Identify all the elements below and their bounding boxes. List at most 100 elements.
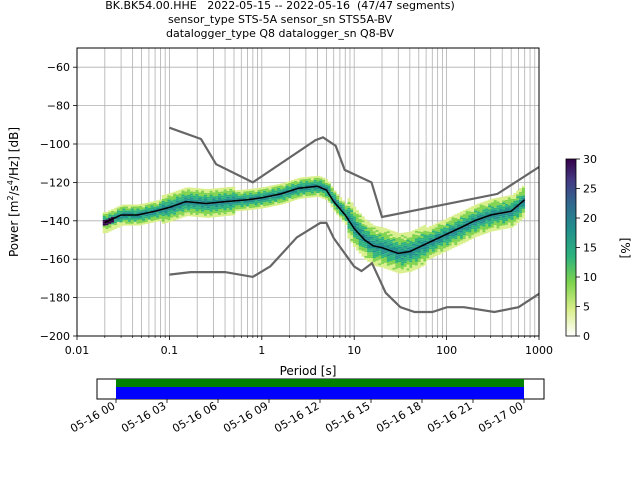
heat-cell bbox=[215, 207, 219, 210]
heat-cell bbox=[361, 216, 365, 219]
heat-cell bbox=[316, 179, 320, 182]
heat-cell bbox=[119, 216, 123, 219]
heat-cell bbox=[324, 186, 329, 189]
heat-cell bbox=[490, 210, 495, 213]
heat-cell bbox=[392, 235, 396, 237]
availability-bar-blue bbox=[116, 387, 524, 399]
heat-cell bbox=[516, 215, 520, 218]
heat-cell bbox=[426, 244, 430, 247]
heat-cell bbox=[260, 200, 264, 203]
heat-cell bbox=[386, 259, 390, 262]
heat-cell bbox=[440, 226, 444, 229]
heat-cell bbox=[358, 224, 362, 227]
heat-cell bbox=[147, 209, 151, 212]
heat-cell bbox=[102, 225, 106, 228]
heat-cell bbox=[156, 217, 160, 220]
heat-cell bbox=[344, 223, 348, 225]
heat-cell bbox=[355, 223, 360, 226]
heat-cell bbox=[257, 193, 261, 196]
heat-cell bbox=[254, 201, 258, 204]
heat-cell bbox=[389, 266, 393, 269]
heat-cell bbox=[330, 195, 334, 198]
heat-cell bbox=[167, 212, 171, 215]
heat-cell bbox=[369, 229, 374, 232]
heat-cell bbox=[386, 263, 390, 266]
heat-cell bbox=[249, 202, 253, 205]
heat-cell bbox=[378, 240, 382, 243]
heat-cell bbox=[147, 206, 151, 208]
heat-cell bbox=[215, 209, 219, 212]
heat-cell bbox=[499, 210, 503, 213]
heat-cell bbox=[116, 208, 120, 211]
heat-cell bbox=[499, 199, 503, 201]
heat-cell bbox=[400, 238, 405, 241]
heat-cell bbox=[482, 215, 486, 217]
heat-cell bbox=[482, 209, 486, 212]
heat-cell bbox=[257, 205, 261, 207]
heat-cell bbox=[161, 202, 165, 205]
heat-cell bbox=[431, 230, 435, 233]
heat-cell bbox=[153, 212, 157, 215]
heat-cell bbox=[437, 226, 441, 228]
heat-cell bbox=[521, 187, 525, 190]
heat-cell bbox=[364, 257, 368, 260]
heat-cell bbox=[215, 192, 219, 194]
heat-cell bbox=[451, 240, 455, 243]
availability-tick-label: 05-16 03 bbox=[119, 399, 168, 435]
heat-cell bbox=[507, 207, 511, 209]
heat-cell bbox=[426, 240, 430, 243]
heat-cell bbox=[147, 202, 151, 205]
heat-cell bbox=[429, 251, 433, 254]
x-tick-label: 1000 bbox=[525, 344, 553, 357]
heat-cell bbox=[268, 203, 272, 205]
heat-cell bbox=[305, 192, 309, 195]
heat-cell bbox=[462, 214, 466, 217]
heat-cell bbox=[476, 224, 480, 227]
heat-cell bbox=[502, 217, 506, 220]
heat-cell bbox=[215, 199, 219, 202]
heat-cell bbox=[220, 193, 225, 196]
heat-cell bbox=[347, 228, 351, 231]
heat-cell bbox=[232, 188, 236, 191]
heat-cell bbox=[296, 197, 300, 200]
heat-cell bbox=[212, 196, 216, 199]
heat-cell bbox=[414, 240, 419, 243]
heat-cell bbox=[395, 239, 399, 242]
heat-cell bbox=[296, 191, 300, 194]
heat-cell bbox=[406, 260, 410, 263]
heat-cell bbox=[350, 215, 354, 218]
heat-cell bbox=[434, 231, 438, 234]
heat-cell bbox=[164, 217, 168, 220]
heat-cell bbox=[209, 196, 213, 199]
heat-cell bbox=[147, 221, 151, 224]
heat-cell bbox=[189, 199, 194, 202]
heat-cell bbox=[268, 187, 272, 190]
heat-cell bbox=[353, 231, 357, 234]
heat-cell bbox=[285, 187, 289, 190]
heat-cell bbox=[181, 204, 185, 206]
heat-cell bbox=[457, 237, 461, 240]
heat-cell bbox=[482, 205, 486, 208]
colorbar-gradient bbox=[565, 158, 577, 337]
heat-cell bbox=[353, 220, 357, 223]
heat-cell bbox=[355, 217, 360, 220]
heat-cell bbox=[108, 218, 112, 220]
heat-cell bbox=[417, 242, 421, 245]
heat-cell bbox=[384, 239, 388, 242]
heat-cell bbox=[198, 192, 202, 195]
heat-cell bbox=[513, 198, 517, 201]
heat-cell bbox=[249, 200, 253, 203]
heat-cell bbox=[510, 216, 514, 219]
heat-cell bbox=[490, 202, 495, 205]
heat-cell bbox=[454, 221, 458, 224]
heat-cell bbox=[451, 232, 455, 235]
heat-cell bbox=[417, 227, 421, 230]
heat-cell bbox=[474, 231, 478, 234]
heat-cell bbox=[488, 211, 492, 214]
heat-cell bbox=[296, 180, 300, 182]
heat-cell bbox=[519, 215, 523, 217]
heat-cell bbox=[378, 259, 382, 262]
heat-cell bbox=[471, 225, 475, 228]
heat-cell bbox=[451, 223, 455, 226]
